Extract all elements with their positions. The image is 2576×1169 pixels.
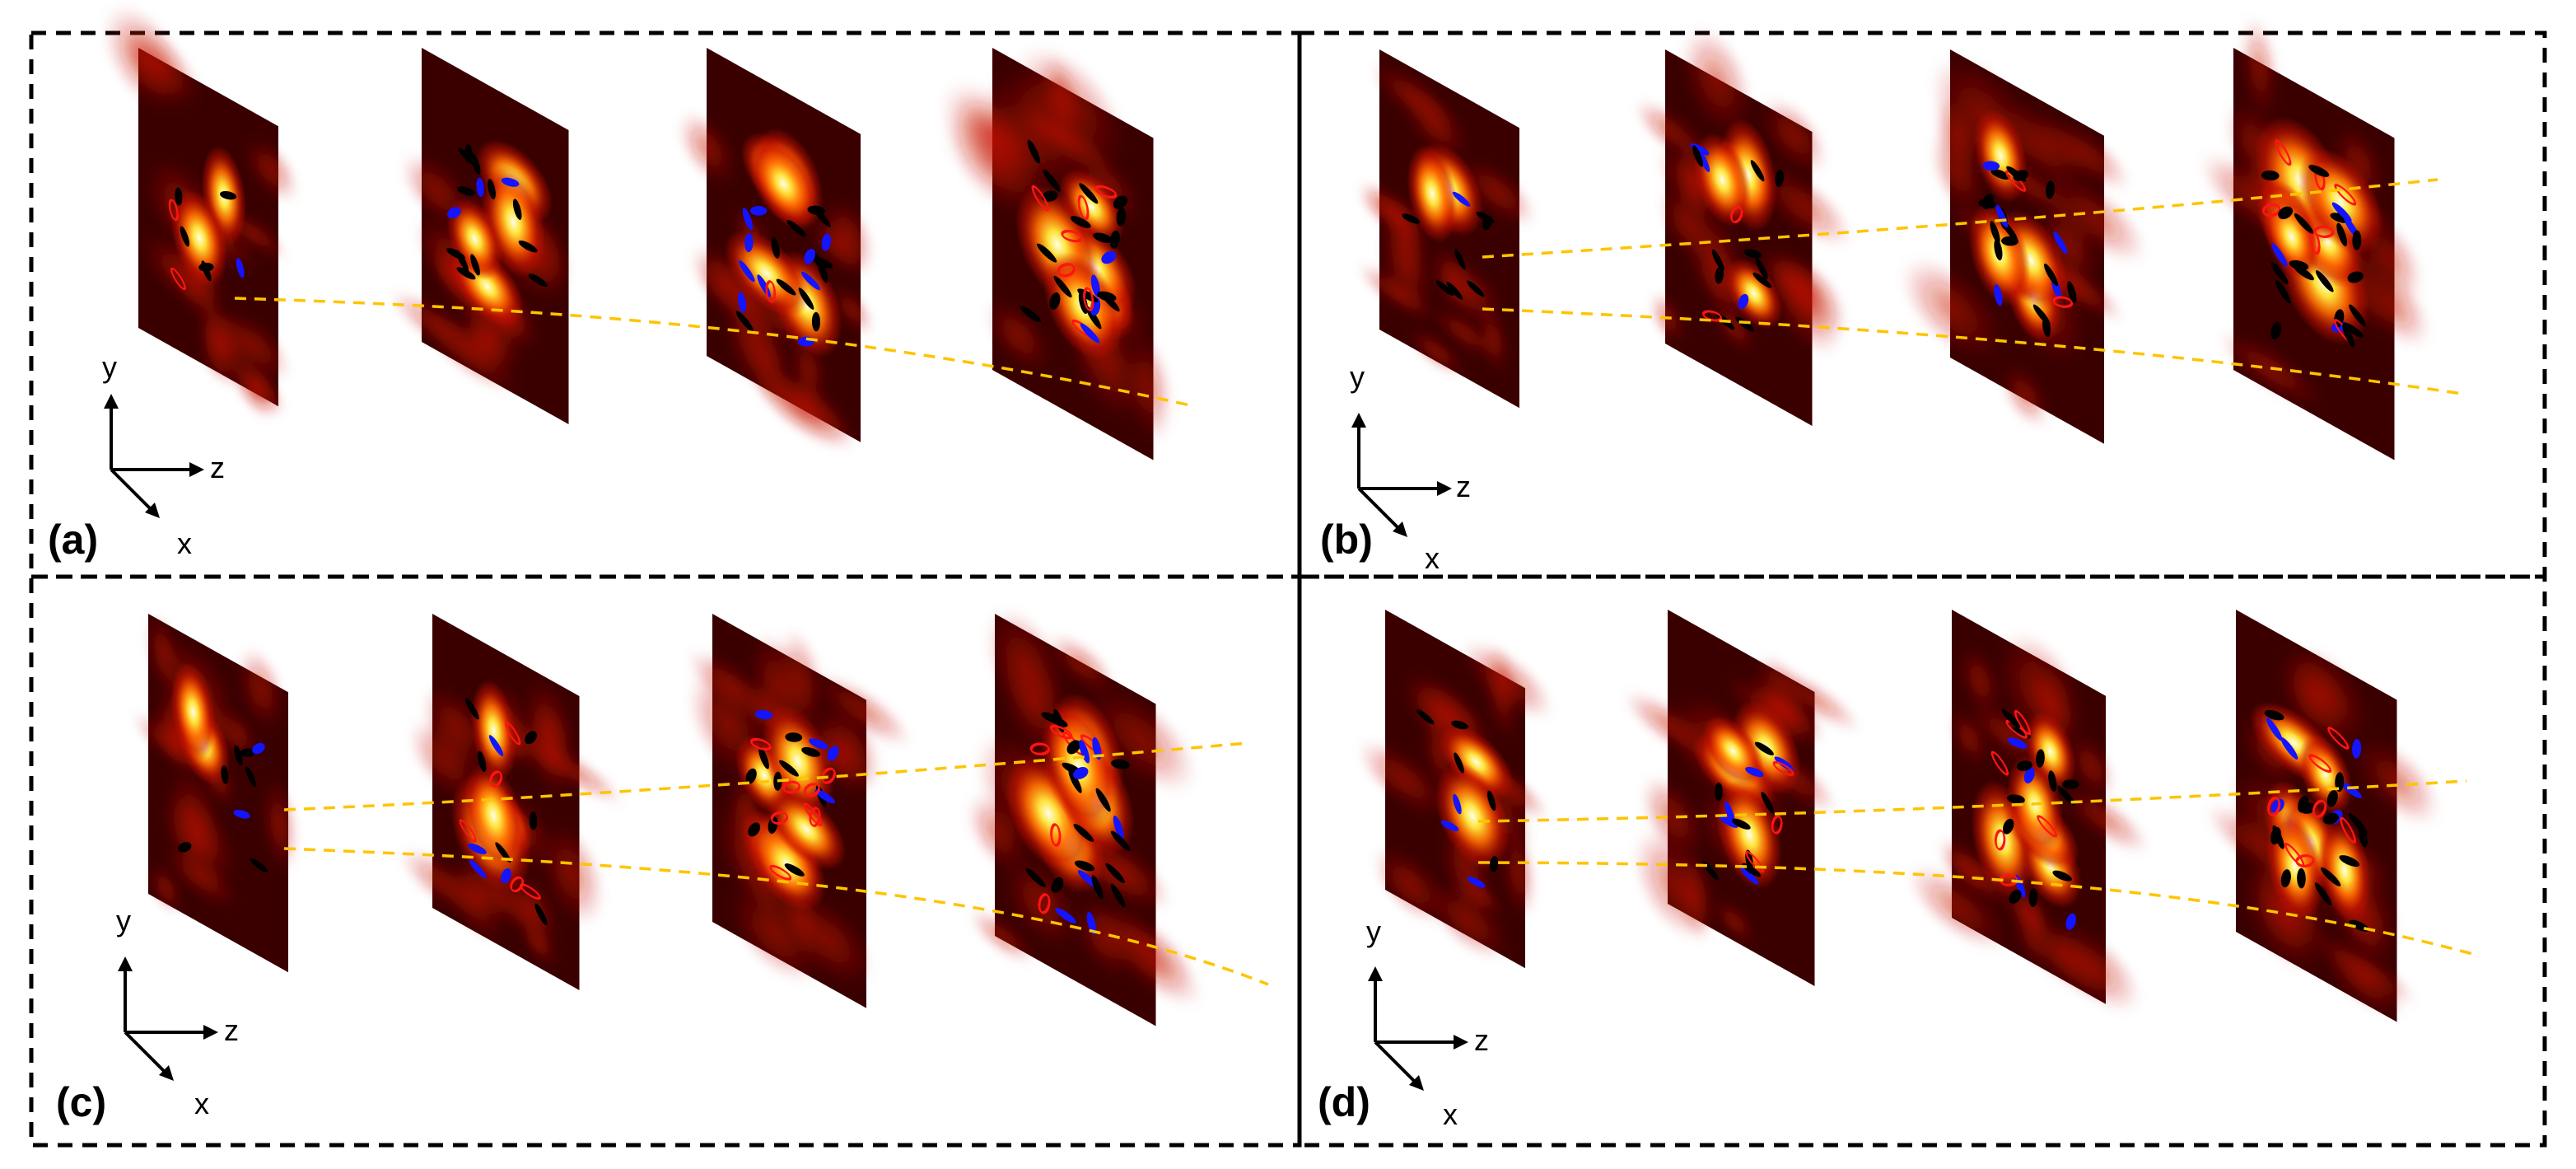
slice-d-3 [1908,610,2149,1012]
slice-a-1 [103,5,298,419]
axis-label-x: x [1425,541,1440,575]
panel-a-overlays: y z x (a) 100μm [48,350,420,563]
axis-label-y: y [1366,914,1381,948]
panel-d-overlays: y z x (d) 100μm [1318,914,1661,1131]
panel-frame-c [29,574,1302,1148]
axis-label-z: z [210,451,225,484]
panel-label-a: (a) [48,517,98,563]
slice-d-4 [2206,610,2438,1022]
scale-bar-c [352,1007,411,1040]
slice-a-4 [940,47,1172,461]
trajectory-line [283,847,1269,986]
slice-d-2 [1624,610,1861,986]
axis-label-x: x [1443,1097,1458,1131]
trajectory-line [234,297,1191,407]
trajectory-line [1477,861,2480,957]
slice-c-2 [400,614,623,990]
axis-label-x: x [194,1087,209,1120]
axis-label-z: z [224,1013,239,1047]
slice-d-1 [1358,610,1553,969]
axis-label-x: x [177,526,192,560]
scale-bar-label-c: 100μm [351,977,418,1002]
axis-label-y: y [102,350,117,384]
axis-label-z: z [1474,1023,1489,1057]
scale-bar-d [1594,1003,1654,1036]
panel-c-overlays: y z x (c) 100μm [56,904,418,1125]
axis-label-z: z [1456,470,1471,503]
slice-a-2 [390,48,572,424]
trajectory-line [1482,178,2438,259]
scale-bar-label-a: 100μm [352,413,420,437]
scale-bar-a [353,442,413,476]
scale-bar-label-d: 100μm [1594,973,1661,998]
scale-bar-b [1594,451,1654,484]
panel-b-overlays: y z x (b) 100μm [1320,360,1661,575]
slice-c-1 [133,614,298,973]
axis-icon-d [1368,966,1468,1091]
panel-label-b: (b) [1320,517,1373,563]
axis-icon-a [104,394,204,518]
axis-label-y: y [116,904,131,938]
panel-frame-a [29,30,1302,579]
panel-label-c: (c) [56,1079,106,1125]
slice-b-3 [1901,49,2146,444]
slice-b-1 [1357,49,1536,409]
axis-icon-b [1351,413,1452,537]
slice-c-3 [688,614,911,1008]
trajectory-line [283,741,1248,811]
scale-bar-label-b: 100μm [1594,421,1661,446]
slice-a-3 [679,48,874,450]
slice-c-4 [968,610,1202,1026]
trajectory-line [1482,307,2463,395]
axis-label-y: y [1350,360,1365,394]
trajectory-line [1477,779,2467,823]
panel-frame-d [1297,574,2547,1148]
slice-b-2 [1635,27,1851,426]
axis-icon-c [118,956,218,1081]
slice-b-4 [2200,17,2429,461]
panel-label-d: (d) [1318,1079,1370,1125]
